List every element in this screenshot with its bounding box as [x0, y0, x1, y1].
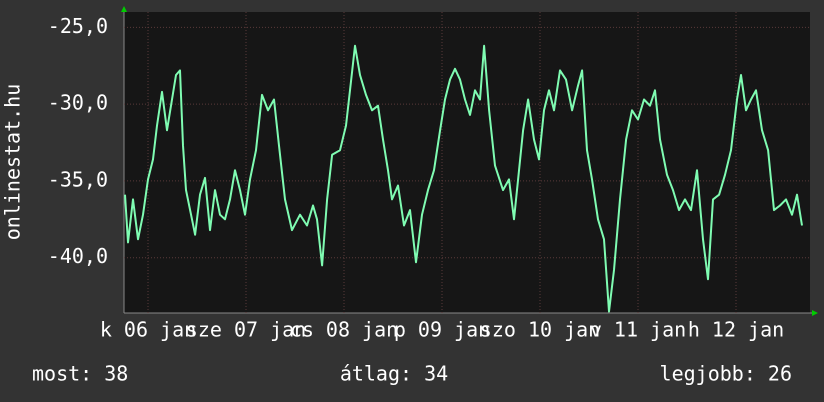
- stat: legjobb: 26: [660, 362, 792, 386]
- y-tick-label: -30,0: [48, 91, 108, 115]
- x-tick-label: k 06 jan: [100, 318, 196, 342]
- y-tick-label: -40,0: [48, 244, 108, 268]
- y-axis-arrow: [121, 6, 127, 12]
- y-axis-label: onlinestat.hu: [1, 84, 25, 241]
- stat: átlag: 34: [340, 362, 448, 386]
- x-tick-label: szo 10 jan: [480, 318, 600, 342]
- x-tick-label: v 11 jan: [590, 318, 686, 342]
- x-tick-label: sze 07 jan: [186, 318, 306, 342]
- x-tick-label: p 09 jan: [394, 318, 490, 342]
- x-tick-label: cs 08 jan: [290, 318, 398, 342]
- x-axis-arrow: [812, 310, 818, 316]
- plot-area: [124, 12, 810, 313]
- x-tick-label: h 12 jan: [688, 318, 784, 342]
- y-tick-label: -25,0: [48, 14, 108, 38]
- line: [124, 44, 803, 313]
- y-tick-label: -35,0: [48, 167, 108, 191]
- stat: most: 38: [32, 362, 128, 386]
